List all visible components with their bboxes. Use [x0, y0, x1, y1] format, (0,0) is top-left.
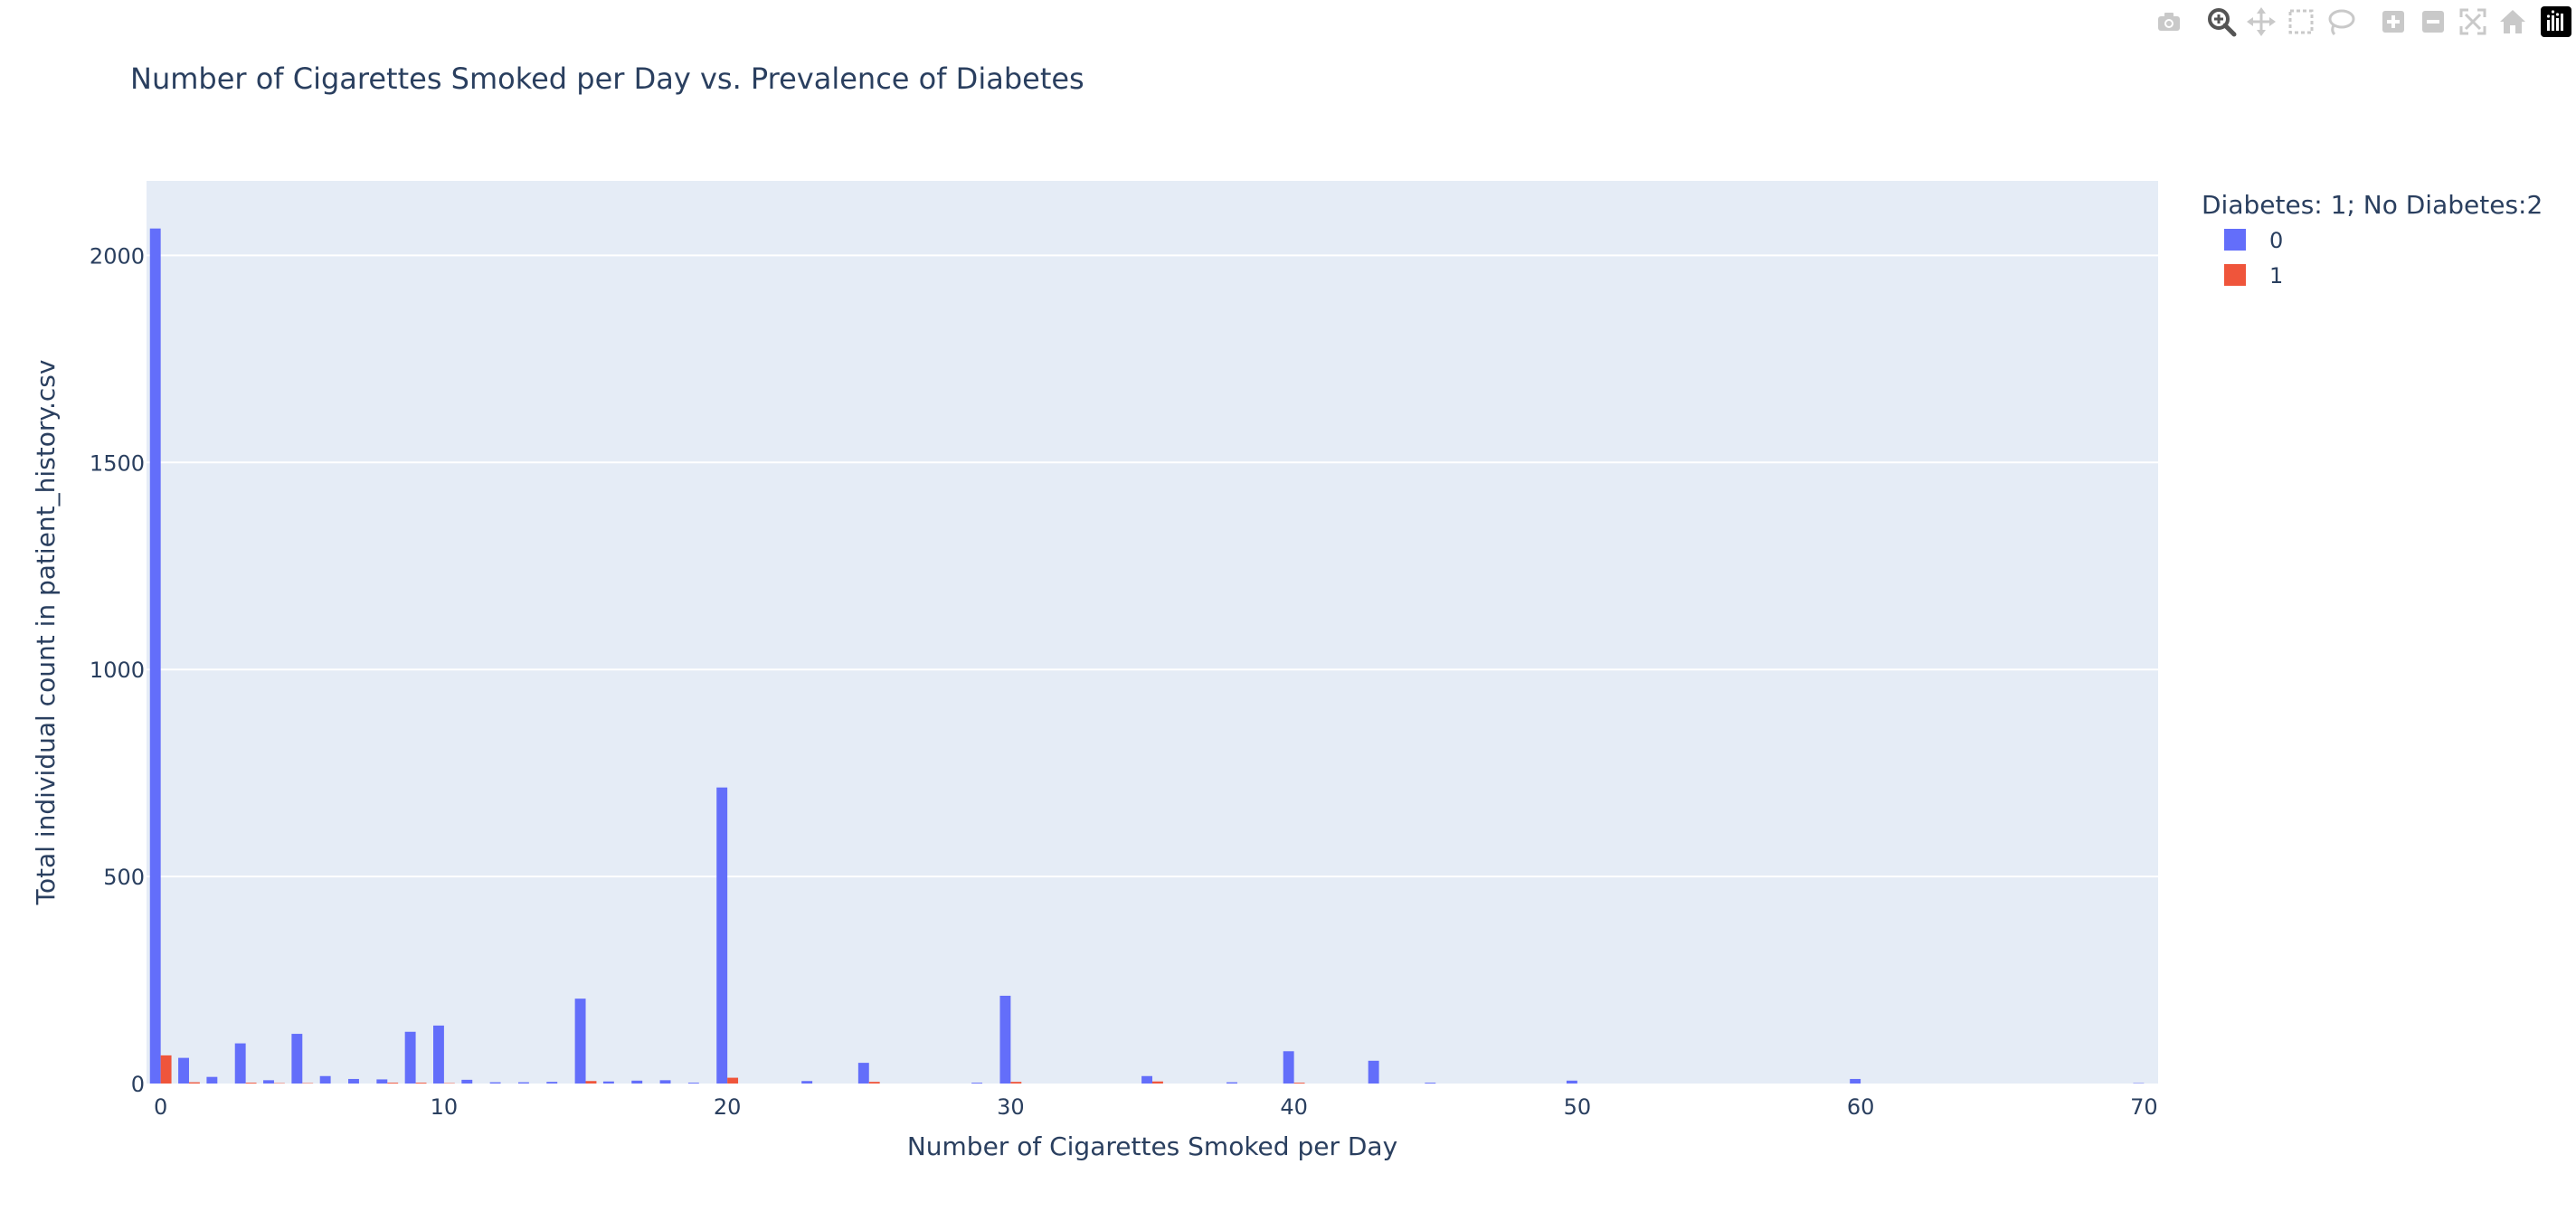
y-axis-title: Total individual count in patient_histor… — [31, 360, 61, 906]
autoscale-icon[interactable] — [2453, 5, 2493, 38]
bar-series1-x1[interactable] — [188, 1082, 200, 1084]
bar-series0-x6[interactable] — [319, 1075, 331, 1084]
legend: Diabetes: 1; No Diabetes:2 0 1 — [2202, 190, 2543, 289]
bar-series0-x8[interactable] — [376, 1079, 388, 1084]
bar-series0-x9[interactable] — [404, 1031, 416, 1084]
x-tick-0: 0 — [154, 1094, 167, 1120]
bar-series0-x29[interactable] — [971, 1083, 983, 1084]
bar-series0-x3[interactable] — [234, 1043, 246, 1084]
x-tick-20: 20 — [714, 1094, 742, 1120]
y-tick-labels: 0 500 1000 1500 2000 — [90, 243, 145, 1097]
bars — [149, 228, 2145, 1084]
bar-series0-x18[interactable] — [659, 1080, 671, 1084]
bar-series0-x45[interactable] — [1425, 1083, 1436, 1084]
legend-label-0: 0 — [2269, 228, 2283, 253]
bar-series0-x2[interactable] — [206, 1076, 218, 1084]
bar-series0-x23[interactable] — [801, 1081, 813, 1084]
bar-series1-x40[interactable] — [1293, 1083, 1305, 1084]
bar-series0-x20[interactable] — [716, 787, 728, 1084]
bar-series0-x13[interactable] — [517, 1082, 529, 1084]
legend-swatch-1 — [2224, 264, 2246, 286]
legend-item-0[interactable]: 0 — [2224, 228, 2283, 253]
y-tick-500: 500 — [103, 865, 145, 890]
y-tick-1000: 1000 — [90, 658, 145, 683]
bar-series0-x60[interactable] — [1850, 1078, 1861, 1084]
bar-series0-x14[interactable] — [546, 1082, 558, 1084]
lasso-icon[interactable] — [2321, 5, 2361, 38]
bar-series1-x8[interactable] — [387, 1083, 399, 1084]
bar-series0-x7[interactable] — [348, 1078, 359, 1084]
bar-series0-x40[interactable] — [1283, 1051, 1294, 1084]
x-tick-60: 60 — [1847, 1094, 1875, 1120]
legend-swatch-0 — [2224, 229, 2246, 251]
reset-axes-icon[interactable] — [2493, 5, 2533, 38]
bar-series0-x4[interactable] — [263, 1080, 274, 1084]
x-tick-50: 50 — [1564, 1094, 1592, 1120]
bar-series1-x0[interactable] — [160, 1055, 172, 1084]
legend-label-1: 1 — [2269, 263, 2283, 289]
x-tick-30: 30 — [997, 1094, 1025, 1120]
x-tick-40: 40 — [1280, 1094, 1308, 1120]
y-tick-0: 0 — [131, 1072, 145, 1097]
legend-item-1[interactable]: 1 — [2224, 263, 2283, 289]
bar-series0-x43[interactable] — [1368, 1060, 1379, 1084]
bar-series0-x50[interactable] — [1566, 1080, 1577, 1084]
bar-series0-x1[interactable] — [178, 1057, 189, 1084]
bar-series1-x30[interactable] — [1010, 1082, 1022, 1084]
box-select-icon[interactable] — [2281, 5, 2321, 38]
bar-series0-x16[interactable] — [602, 1081, 614, 1084]
zoom-in-icon[interactable] — [2373, 5, 2413, 38]
bar-series1-x3[interactable] — [245, 1083, 257, 1084]
x-tick-70: 70 — [2130, 1094, 2158, 1120]
y-tick-2000: 2000 — [90, 243, 145, 269]
bar-series0-x15[interactable] — [574, 999, 586, 1084]
bar-series1-x35[interactable] — [1152, 1081, 1163, 1084]
bar-series1-x25[interactable] — [868, 1082, 880, 1084]
bar-series0-x25[interactable] — [857, 1063, 869, 1084]
bar-series0-x0[interactable] — [149, 228, 161, 1084]
pan-icon[interactable] — [2241, 5, 2281, 38]
bar-series0-x17[interactable] — [631, 1080, 643, 1084]
x-tick-10: 10 — [431, 1094, 459, 1120]
gridlines — [147, 254, 2158, 878]
zoom-icon[interactable] — [2202, 5, 2241, 38]
camera-icon[interactable] — [2149, 5, 2189, 38]
bar-series0-x5[interactable] — [291, 1034, 303, 1084]
bar-series0-x12[interactable] — [489, 1082, 501, 1084]
bar-series0-x30[interactable] — [999, 995, 1011, 1084]
bar-series1-x20[interactable] — [727, 1077, 739, 1084]
plot-area[interactable] — [147, 181, 2158, 1084]
zoom-out-icon[interactable] — [2413, 5, 2453, 38]
bar-series1-x9[interactable] — [415, 1083, 427, 1084]
modebar — [2136, 5, 2576, 38]
bar-series0-x10[interactable] — [433, 1025, 444, 1084]
bar-series0-x35[interactable] — [1141, 1075, 1152, 1084]
plotly-logo-icon[interactable] — [2540, 5, 2572, 38]
bar-series1-x15[interactable] — [585, 1081, 597, 1084]
x-axis-title: Number of Cigarettes Smoked per Day — [907, 1131, 1397, 1161]
chart-title: Number of Cigarettes Smoked per Day vs. … — [130, 62, 1084, 96]
bar-series0-x11[interactable] — [461, 1079, 473, 1084]
y-tick-1500: 1500 — [90, 450, 145, 476]
x-tick-labels: 0 10 20 30 40 50 60 70 — [154, 1094, 2158, 1120]
bar-series0-x38[interactable] — [1226, 1082, 1237, 1084]
legend-title: Diabetes: 1; No Diabetes:2 — [2202, 190, 2543, 220]
bar-series0-x19[interactable] — [687, 1083, 699, 1084]
